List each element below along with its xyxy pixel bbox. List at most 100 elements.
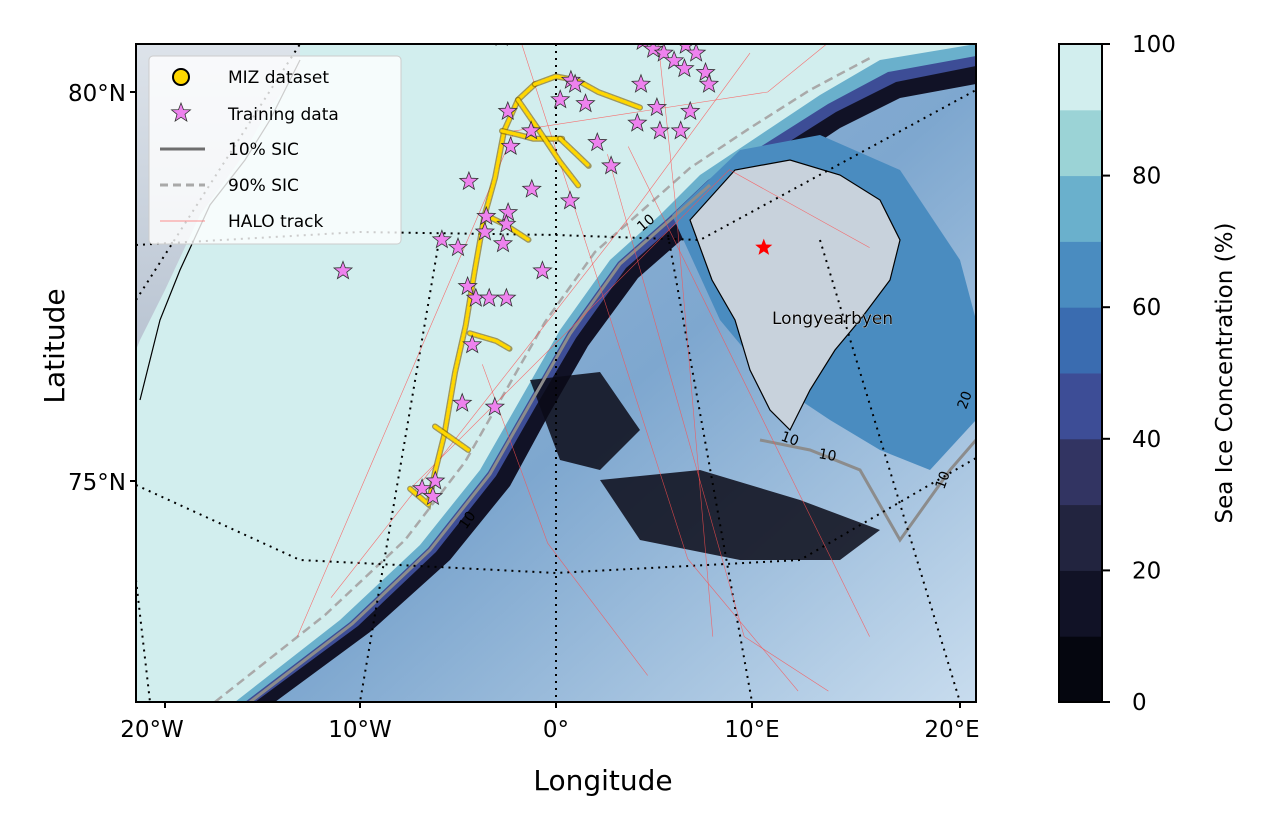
training-data-point bbox=[476, 205, 497, 226]
legend-box bbox=[148, 55, 402, 245]
halo-track bbox=[658, 44, 714, 637]
training-data-point bbox=[680, 100, 701, 121]
legend-label: 10% SIC bbox=[228, 140, 299, 160]
colorbar-ticks: 0 20 40 60 80 100 bbox=[1102, 32, 1176, 716]
legend-entry-halo-track: HALO track bbox=[160, 212, 323, 232]
colorbar-frame bbox=[1058, 43, 1103, 703]
miz-dataset-track bbox=[433, 424, 470, 452]
training-data-point bbox=[520, 120, 542, 140]
colorbar-band bbox=[1059, 570, 1102, 637]
graticule-meridian bbox=[359, 234, 441, 702]
colorbar-tick-label: 0 bbox=[1132, 690, 1147, 716]
legend-label: MIZ dataset bbox=[228, 68, 329, 88]
colorbar-band bbox=[1059, 438, 1102, 506]
training-data-point bbox=[587, 131, 608, 152]
colorbar-tick-label: 40 bbox=[1132, 427, 1161, 453]
colorbar-band bbox=[1059, 175, 1102, 242]
y-axis-label: Latitude bbox=[38, 288, 71, 403]
training-data-point bbox=[411, 478, 433, 498]
training-data-point bbox=[425, 470, 446, 490]
x-tick-label: 10°E bbox=[724, 717, 779, 743]
colorbar-tick-label: 100 bbox=[1132, 32, 1176, 58]
training-data-point bbox=[601, 155, 622, 175]
miz-dataset-track bbox=[533, 74, 642, 110]
x-tick-label: 0° bbox=[543, 717, 569, 743]
colorbar-band bbox=[1059, 109, 1102, 177]
longyearbyen-label: Longyearbyen bbox=[772, 309, 893, 329]
longyearbyen-marker bbox=[755, 238, 773, 255]
miz-dataset-track bbox=[558, 136, 591, 168]
training-data-point bbox=[636, 44, 649, 51]
miz-dataset-track bbox=[468, 331, 512, 351]
legend-training-marker bbox=[170, 101, 192, 123]
legend-entry-sic-90: 90% SIC bbox=[160, 176, 299, 196]
sic-10-contour bbox=[249, 183, 976, 702]
legend-label: 90% SIC bbox=[228, 176, 299, 196]
colorbar-band bbox=[1059, 504, 1102, 571]
colorbar-band bbox=[1059, 373, 1102, 440]
map-panel: 10 10 10 10 10 20 Longyearbyen bbox=[136, 20, 976, 702]
training-data-point bbox=[698, 73, 720, 93]
training-data-point bbox=[431, 229, 452, 249]
halo-track bbox=[297, 44, 828, 637]
colorbar-label: Sea Ice Concentration (%) bbox=[1212, 223, 1238, 524]
training-data-point bbox=[492, 233, 514, 253]
miz-dataset-track bbox=[516, 98, 580, 188]
colorbar-tick-label: 60 bbox=[1132, 295, 1161, 321]
training-data-point bbox=[422, 485, 444, 506]
training-data-point bbox=[653, 44, 674, 62]
halo-track-layer bbox=[297, 44, 870, 692]
training-data-point bbox=[496, 213, 517, 233]
colorbar: 0 20 40 60 80 100 Sea Ice Concentration (%) bbox=[1058, 32, 1238, 716]
training-data-point bbox=[643, 44, 664, 58]
training-data-point bbox=[652, 20, 670, 37]
halo-track bbox=[627, 146, 870, 637]
training-data-point bbox=[649, 120, 670, 140]
legend-entry-sic-10: 10% SIC bbox=[160, 140, 299, 160]
legend-label: Training data bbox=[227, 105, 339, 125]
training-data-point bbox=[458, 170, 479, 191]
training-data-point bbox=[559, 190, 581, 210]
training-data-point bbox=[474, 221, 495, 241]
training-data-point bbox=[498, 201, 519, 222]
legend: MIZ dataset Training data 10% SIC 90% SI… bbox=[148, 55, 402, 245]
x-tick-label: 20°W bbox=[120, 717, 184, 743]
miz-dataset-track bbox=[500, 129, 564, 141]
training-data-point bbox=[532, 260, 553, 280]
axes: 80°N 75°N 20°W 10°W 0° 10°E 20°E Longitu… bbox=[38, 81, 980, 797]
training-data-point bbox=[447, 236, 469, 257]
training-data-point bbox=[664, 50, 685, 70]
training-data-point bbox=[695, 61, 716, 82]
training-data-point bbox=[686, 44, 707, 62]
halo-track bbox=[607, 154, 829, 692]
training-data-point bbox=[646, 96, 667, 117]
colorbar-band bbox=[1059, 44, 1102, 111]
contour-label: 10 bbox=[933, 469, 954, 491]
colorbar-band bbox=[1059, 636, 1102, 703]
contour-label: 10 bbox=[779, 429, 801, 450]
training-data-point bbox=[674, 58, 695, 78]
colorbar-bands bbox=[1059, 44, 1102, 703]
colorbar-tick-label: 80 bbox=[1132, 164, 1161, 190]
legend-label: HALO track bbox=[228, 212, 323, 232]
graticule-parallel bbox=[136, 457, 976, 575]
contour-label: 20 bbox=[955, 389, 976, 411]
training-data-point bbox=[500, 135, 521, 156]
legend-entry-miz-dataset: MIZ dataset bbox=[172, 68, 329, 88]
x-axis-label: Longitude bbox=[533, 764, 672, 797]
dark-water-patch bbox=[530, 372, 640, 470]
halo-track bbox=[330, 52, 751, 598]
training-data-point bbox=[462, 334, 483, 354]
sic-90-contour bbox=[214, 56, 871, 702]
training-data-point bbox=[457, 275, 478, 296]
training-data-point bbox=[332, 260, 354, 280]
y-tick-label: 80°N bbox=[68, 81, 126, 107]
training-data-point bbox=[497, 100, 518, 121]
x-tick-label: 10°W bbox=[328, 717, 392, 743]
halo-track bbox=[482, 364, 648, 676]
colorbar-tick-label: 20 bbox=[1132, 558, 1161, 584]
colorbar-band bbox=[1059, 241, 1102, 308]
halo-track bbox=[409, 169, 870, 490]
longyearbyen-annotation: Longyearbyen bbox=[755, 238, 893, 329]
